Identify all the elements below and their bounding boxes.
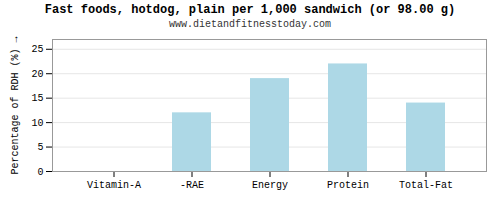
svg-text:Percentage of RDH (%) →: Percentage of RDH (%) → <box>10 36 21 174</box>
svg-text:Total-Fat: Total-Fat <box>399 180 453 191</box>
html-text:Fast foods, hotdog, plain per: Fast foods, hotdog, plain per 1,000 sand… <box>44 3 456 17</box>
svg-text:20: 20 <box>31 69 43 80</box>
svg-text:5: 5 <box>37 142 43 153</box>
svg-text:25: 25 <box>31 44 43 55</box>
svg-text:15: 15 <box>31 93 43 104</box>
svg-text:Energy: Energy <box>252 180 288 191</box>
svg-text:Vitamin-A: Vitamin-A <box>87 180 141 191</box>
html-text:www.dietandfitnesstoday.com: www.dietandfitnesstoday.com <box>169 19 331 30</box>
svg-text:-RAE: -RAE <box>180 180 204 191</box>
svg-text:0: 0 <box>37 167 43 178</box>
svg-text:Protein: Protein <box>327 180 369 191</box>
svg-text:10: 10 <box>31 118 43 129</box>
